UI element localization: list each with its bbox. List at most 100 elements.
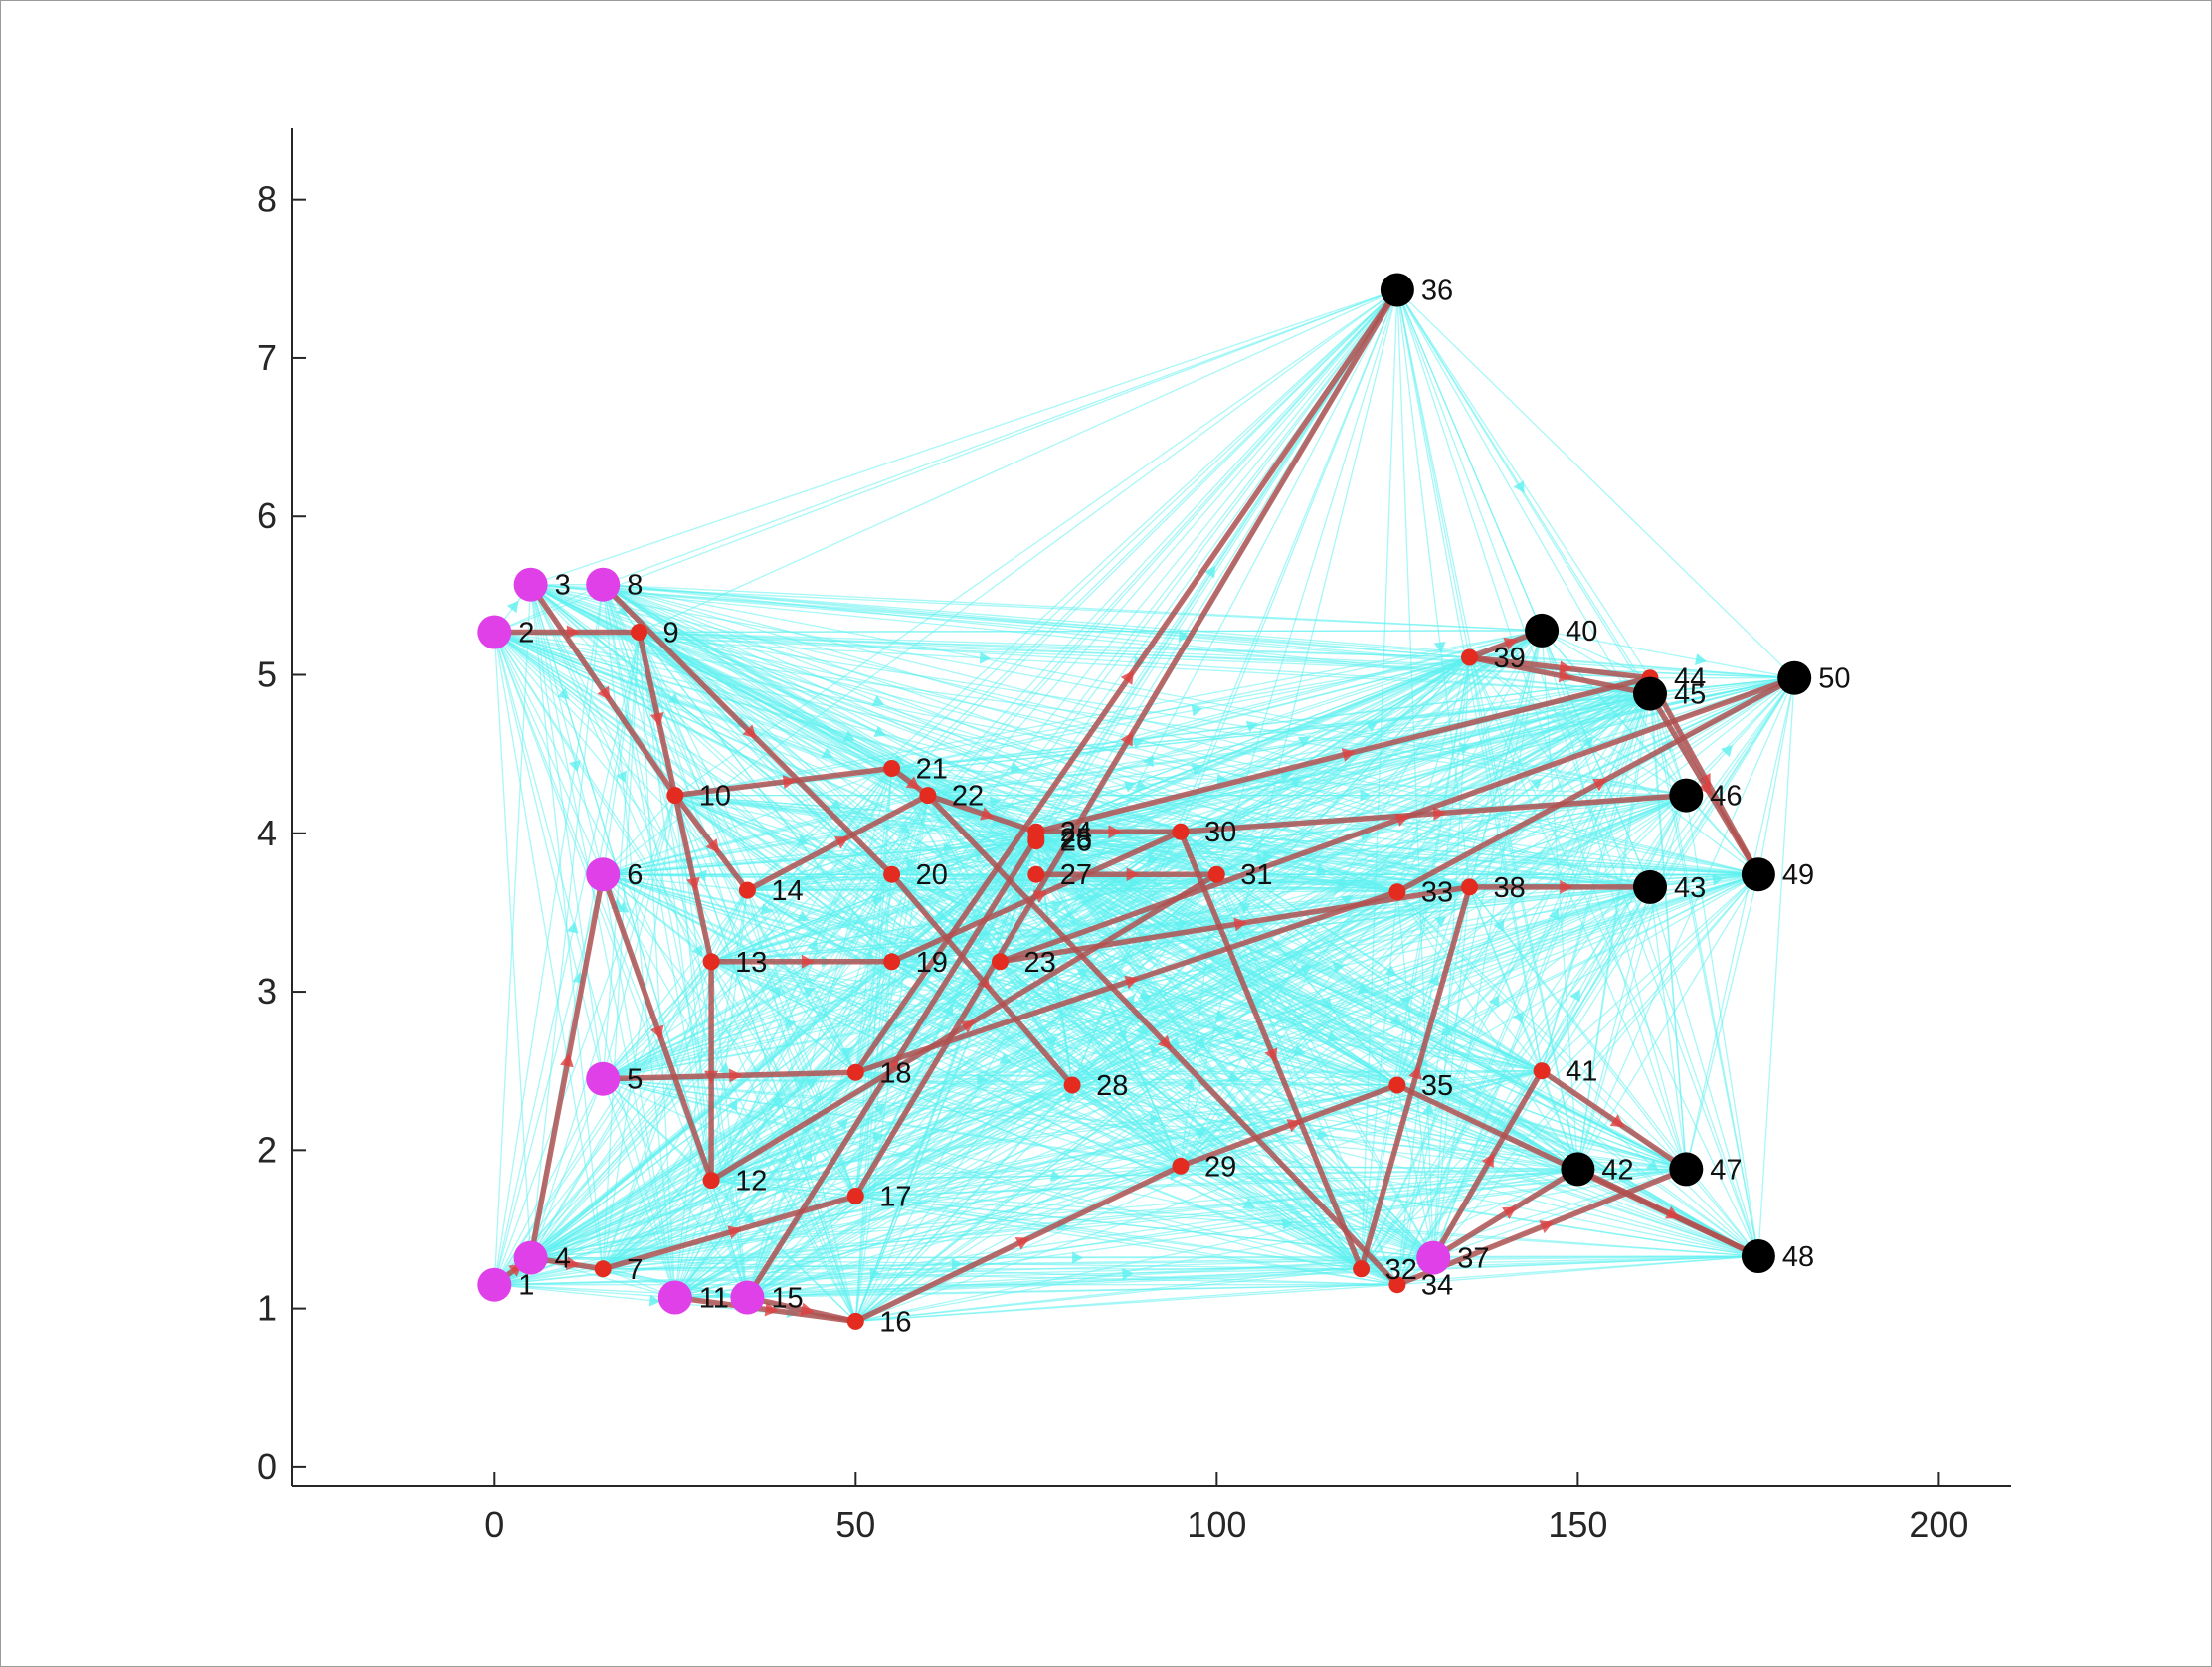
node-3-label: 3 bbox=[555, 570, 571, 602]
candidate-edge bbox=[1396, 630, 1543, 1086]
candidate-edge bbox=[674, 886, 1651, 1299]
flow-edge-arrowhead bbox=[1539, 1220, 1555, 1234]
candidate-edge-arrowhead bbox=[506, 600, 519, 614]
candidate-edge-arrowhead bbox=[1216, 773, 1229, 786]
candidate-edge bbox=[854, 873, 1217, 1322]
candidate-edge bbox=[855, 1195, 1758, 1257]
x-tick-label: 100 bbox=[1187, 1504, 1246, 1545]
candidate-edge bbox=[854, 874, 893, 1073]
candidate-edge bbox=[493, 768, 893, 1286]
candidate-edge-arrowhead bbox=[695, 869, 707, 882]
candidate-edge bbox=[529, 795, 676, 1258]
candidate-edge bbox=[1216, 693, 1651, 875]
candidate-edge-arrowhead bbox=[1123, 994, 1135, 1007]
node-15-marker bbox=[730, 1280, 765, 1315]
flow-edge-arrowhead bbox=[1108, 825, 1122, 839]
candidate-edge-arrowhead bbox=[1194, 1129, 1207, 1140]
node-40-label: 40 bbox=[1566, 616, 1597, 648]
candidate-edge-arrowhead bbox=[999, 1052, 1012, 1064]
candidate-edge bbox=[1180, 656, 1470, 833]
node-49-marker bbox=[1741, 857, 1775, 892]
candidate-edge bbox=[1468, 886, 1579, 1170]
node-45-label: 45 bbox=[1674, 679, 1706, 711]
flow-edge-arrowhead bbox=[905, 776, 921, 790]
node-16-marker bbox=[846, 1312, 864, 1330]
candidate-edge bbox=[1469, 656, 1687, 797]
candidate-edge-arrowhead bbox=[742, 1212, 755, 1225]
candidate-edge-arrowhead bbox=[1045, 1036, 1058, 1049]
candidate-edge bbox=[1035, 630, 1543, 842]
x-tick-label: 200 bbox=[1909, 1504, 1968, 1545]
flow-edge bbox=[744, 834, 1039, 1301]
candidate-edge bbox=[529, 584, 604, 1079]
candidate-edge bbox=[854, 795, 929, 1073]
candidate-edge bbox=[493, 1078, 604, 1286]
node-12-label: 12 bbox=[735, 1166, 767, 1198]
candidate-edge bbox=[1541, 630, 1759, 1257]
candidate-edge bbox=[1468, 656, 1759, 1257]
node-37-label: 37 bbox=[1457, 1243, 1489, 1275]
candidate-edge bbox=[710, 873, 893, 1181]
node-19-marker bbox=[883, 953, 901, 971]
candidate-edge-arrowhead bbox=[1072, 1251, 1084, 1264]
candidate-edge bbox=[1035, 840, 1687, 1170]
candidate-edge-arrowhead bbox=[976, 1073, 989, 1086]
candidate-edge bbox=[710, 1180, 856, 1322]
candidate-edge-arrowhead bbox=[1530, 778, 1543, 790]
candidate-edge bbox=[1468, 656, 1651, 888]
candidate-edge bbox=[603, 584, 1651, 888]
node-46-label: 46 bbox=[1710, 781, 1742, 813]
candidate-edge bbox=[1576, 886, 1651, 1170]
candidate-edge bbox=[674, 1180, 712, 1298]
node-12-marker bbox=[702, 1172, 720, 1190]
candidate-edge bbox=[493, 584, 604, 1285]
node-8-label: 8 bbox=[627, 570, 643, 602]
candidate-edge-arrowhead bbox=[955, 781, 968, 794]
flow-edge bbox=[1178, 1082, 1400, 1170]
candidate-edge bbox=[1649, 873, 1758, 888]
candidate-edge bbox=[1685, 874, 1759, 1170]
candidate-edge-arrowhead bbox=[871, 1131, 885, 1144]
flow-edge-arrowhead bbox=[566, 625, 580, 640]
candidate-edge bbox=[1685, 1168, 1759, 1257]
flow-edge-arrowhead bbox=[833, 836, 849, 849]
candidate-edge bbox=[1432, 873, 1759, 1259]
candidate-edge bbox=[1396, 886, 1471, 1285]
node-50-marker bbox=[1777, 660, 1812, 695]
flow-edge-arrowhead bbox=[1014, 1236, 1030, 1250]
candidate-edge bbox=[530, 584, 1759, 875]
candidate-edge-arrowhead bbox=[869, 1267, 881, 1280]
flow-edge-arrowhead bbox=[1286, 1119, 1302, 1133]
candidate-edge bbox=[1180, 289, 1398, 833]
candidate-edge-arrowhead bbox=[934, 908, 947, 921]
candidate-edge bbox=[1685, 795, 1759, 1257]
candidate-edge bbox=[1541, 630, 1795, 679]
flow-edge bbox=[744, 792, 931, 893]
candidate-edge-arrowhead bbox=[1140, 994, 1153, 1006]
node-10-marker bbox=[666, 787, 684, 805]
candidate-edge-arrowhead bbox=[718, 1061, 731, 1074]
candidate-edge bbox=[1215, 873, 1543, 1072]
candidate-edge bbox=[674, 795, 856, 1073]
candidate-edge bbox=[1000, 961, 1398, 1286]
candidate-edge-arrowhead bbox=[691, 944, 703, 958]
candidate-edge-arrowhead bbox=[1143, 754, 1154, 768]
candidate-edge bbox=[1361, 1168, 1687, 1270]
candidate-edge bbox=[603, 584, 1470, 658]
flow-edge-arrowhead bbox=[1432, 806, 1447, 821]
candidate-edge bbox=[855, 1084, 1398, 1198]
candidate-edge bbox=[603, 1078, 1362, 1270]
candidate-edge-arrowhead bbox=[1123, 781, 1137, 793]
candidate-edge-arrowhead bbox=[829, 799, 841, 812]
candidate-edge bbox=[747, 873, 1759, 1299]
candidate-edge bbox=[1361, 795, 1687, 1270]
candidate-edge bbox=[1396, 630, 1543, 893]
flow-edge bbox=[600, 581, 895, 877]
node-35-marker bbox=[1388, 1076, 1406, 1094]
candidate-edge bbox=[1576, 873, 1759, 1170]
node-38-marker bbox=[1461, 878, 1478, 896]
node-1-marker bbox=[477, 1267, 512, 1302]
node-29-marker bbox=[1172, 1157, 1190, 1175]
candidate-edge bbox=[1216, 794, 1687, 875]
